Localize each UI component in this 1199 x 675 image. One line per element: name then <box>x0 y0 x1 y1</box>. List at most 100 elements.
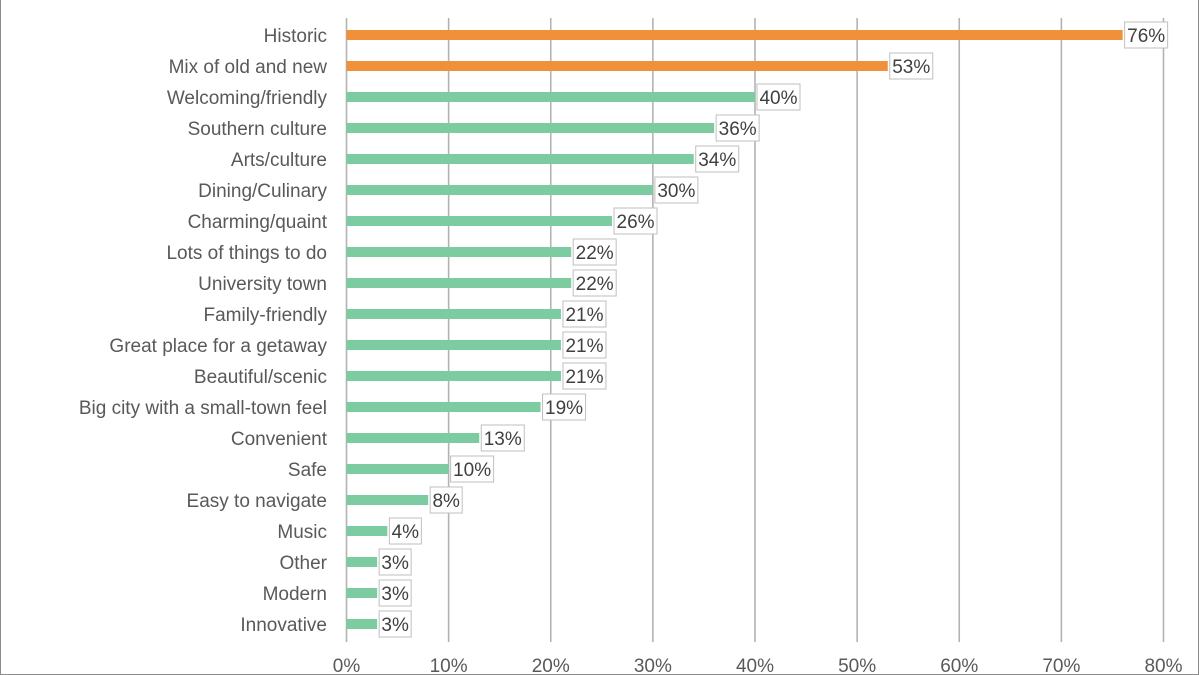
x-axis-tick-labels: 0% 10% 20% 30% 40% 50% 60% 70% 80% <box>333 656 1183 675</box>
x-tick-label: 50% <box>838 656 876 675</box>
data-label-value: 34% <box>698 150 736 171</box>
category-labels: Historic Mix of old and new Welcoming/frie… <box>79 26 328 636</box>
data-label-value: 4% <box>392 522 420 543</box>
category-label: Other <box>279 553 327 574</box>
category-label: University town <box>198 274 327 295</box>
data-label-value: 3% <box>381 584 409 605</box>
x-tick-label: 70% <box>1042 656 1080 675</box>
data-label-box <box>378 548 412 576</box>
data-label: 53% <box>889 52 934 80</box>
data-label-box <box>542 393 587 421</box>
data-label-box <box>572 269 617 297</box>
x-tick-label: 60% <box>940 656 978 675</box>
data-label: 22% <box>572 238 617 266</box>
bar <box>346 495 429 505</box>
category-label: Big city with a small-town feel <box>79 398 327 419</box>
category-label: Great place for a getaway <box>109 336 327 357</box>
bar <box>346 402 541 412</box>
data-label-box <box>562 300 607 328</box>
bar <box>346 123 715 133</box>
data-label-value: 76% <box>1127 26 1165 47</box>
data-label-box <box>1124 21 1169 49</box>
data-label: 30% <box>654 176 699 204</box>
data-label: 3% <box>378 548 412 576</box>
category-label: Historic <box>264 26 327 47</box>
category-label: Family-friendly <box>203 305 327 326</box>
category-label: Welcoming/friendly <box>167 88 328 109</box>
x-tick-label: 0% <box>333 656 361 675</box>
data-label-value: 30% <box>657 181 695 202</box>
data-label-box <box>715 114 760 142</box>
data-label-value: 22% <box>576 274 614 295</box>
data-label-box <box>572 238 617 266</box>
data-label-value: 19% <box>545 398 583 419</box>
data-label-box <box>450 455 495 483</box>
bar <box>346 433 480 443</box>
data-label: 21% <box>562 362 607 390</box>
bar <box>346 588 378 598</box>
data-label-box <box>429 486 463 514</box>
data-label-box <box>756 83 801 111</box>
x-tick-label: 20% <box>532 656 570 675</box>
category-label: Innovative <box>240 615 327 636</box>
data-label-value: 26% <box>617 212 655 233</box>
data-label-value: 3% <box>381 615 409 636</box>
bar <box>346 30 1123 40</box>
data-label-box <box>613 207 658 235</box>
category-label: Arts/culture <box>231 150 327 171</box>
data-label-box <box>562 362 607 390</box>
data-label-box <box>378 579 412 607</box>
bar <box>346 247 572 257</box>
category-label: Southern culture <box>188 119 327 140</box>
category-label: Beautiful/scenic <box>194 367 327 388</box>
data-label: 13% <box>480 424 525 452</box>
bar <box>346 371 561 381</box>
bar <box>346 154 694 164</box>
bar <box>346 216 613 226</box>
bar <box>346 278 572 288</box>
data-label: 34% <box>695 145 740 173</box>
bar <box>346 619 378 629</box>
gridlines <box>345 18 1165 642</box>
bar <box>346 185 653 195</box>
category-label: Lots of things to do <box>166 243 327 264</box>
data-label: 8% <box>429 486 463 514</box>
data-label: 3% <box>378 579 412 607</box>
data-label: 10% <box>450 455 495 483</box>
bar <box>346 92 755 102</box>
data-label-value: 53% <box>892 57 930 78</box>
data-label: 4% <box>388 517 422 545</box>
x-tick-label: 40% <box>736 656 774 675</box>
data-label-value: 8% <box>432 491 460 512</box>
category-label: Modern <box>263 584 327 605</box>
data-label: 22% <box>572 269 617 297</box>
bar <box>346 464 449 474</box>
data-label-value: 21% <box>565 367 603 388</box>
data-label: 21% <box>562 300 607 328</box>
bar <box>346 526 388 536</box>
data-label-box <box>889 52 934 80</box>
data-label-box <box>654 176 699 204</box>
category-label: Mix of old and new <box>169 57 328 78</box>
data-label-value: 21% <box>565 305 603 326</box>
data-label: 26% <box>613 207 658 235</box>
bar <box>346 61 888 71</box>
data-label: 21% <box>562 331 607 359</box>
data-label: 40% <box>756 83 801 111</box>
data-label-box <box>562 331 607 359</box>
data-label: 36% <box>715 114 760 142</box>
x-tick-label: 80% <box>1144 656 1182 675</box>
bar <box>346 340 561 350</box>
data-label: 3% <box>378 610 412 638</box>
data-label-box <box>695 145 740 173</box>
data-label-value: 3% <box>381 553 409 574</box>
data-label: 19% <box>542 393 587 421</box>
data-label-box <box>388 517 422 545</box>
data-label-box <box>378 610 412 638</box>
data-label-value: 36% <box>719 119 757 140</box>
x-tick-label: 30% <box>634 656 672 675</box>
data-label-value: 22% <box>576 243 614 264</box>
category-label: Music <box>277 522 327 543</box>
data-label-value: 40% <box>759 88 797 109</box>
